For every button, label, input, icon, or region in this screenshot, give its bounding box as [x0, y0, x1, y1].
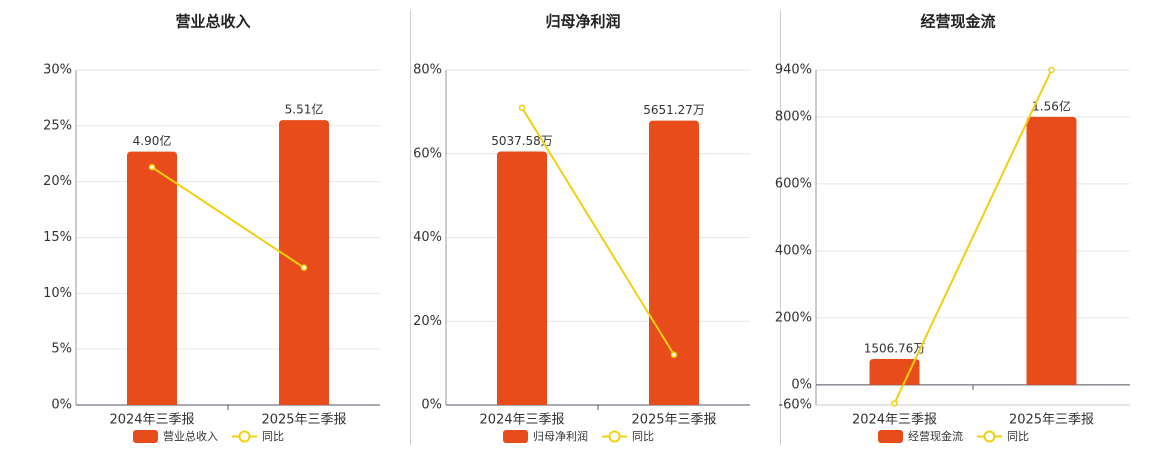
value-label: 4.90亿: [133, 133, 172, 148]
line-point: [1048, 66, 1055, 74]
legend-label: 营业总收入: [163, 429, 218, 443]
y-tick-label: 20%: [413, 314, 442, 329]
bar: [497, 151, 547, 405]
bar: [869, 359, 920, 385]
y-tick-label: 80%: [413, 63, 442, 78]
chart-title: 营业总收入: [175, 13, 250, 31]
y-tick-label: 30%: [43, 63, 72, 78]
legend-swatch: [238, 430, 251, 443]
x-tick-label: 2024年三季报: [852, 413, 937, 428]
y-tick-label: 0%: [421, 398, 442, 413]
y-tick-label: 800%: [775, 109, 812, 124]
line: [151, 166, 305, 269]
y-tick-label: 20%: [43, 174, 72, 189]
y-tick-label: 0%: [791, 377, 812, 392]
legend-label: 同比: [262, 430, 284, 443]
legend-swatch: [983, 430, 996, 443]
legend-swatch: [503, 430, 528, 443]
legend-swatch: [878, 430, 903, 443]
legend-swatch: [608, 430, 621, 443]
line: [521, 107, 675, 356]
bar: [279, 120, 329, 405]
line: [893, 69, 1053, 404]
y-tick-label: 60%: [413, 146, 442, 161]
x-tick-label: 2025年三季报: [261, 413, 346, 428]
value-label: 5037.58万: [491, 134, 553, 148]
value-label: 1.56亿: [1032, 98, 1071, 113]
x-tick-label: 2025年三季报: [631, 413, 716, 428]
line-point: [518, 104, 526, 111]
x-tick-label: 2024年三季报: [479, 413, 564, 428]
bar: [649, 120, 699, 405]
bar: [127, 151, 177, 405]
line-point: [891, 400, 898, 407]
legend-label: 经营现金流: [908, 429, 963, 443]
chart-title: 归母净利润: [545, 13, 620, 31]
legend-label: 归母净利润: [533, 429, 588, 443]
y-tick-label: 0%: [51, 398, 72, 413]
line-point: [148, 163, 156, 171]
y-tick-label: 5%: [51, 342, 72, 357]
bar: [1026, 116, 1077, 385]
value-label: 5.51亿: [285, 102, 324, 117]
y-tick-label: 200%: [775, 310, 812, 325]
y-tick-label: 400%: [775, 243, 812, 258]
y-tick-label: -60%: [778, 398, 812, 413]
x-tick-label: 2024年三季报: [109, 413, 194, 428]
line-point: [670, 351, 678, 358]
value-label: 5651.27万: [643, 103, 705, 117]
y-tick-label: 600%: [775, 176, 812, 191]
y-tick-label: 40%: [413, 230, 442, 245]
legend-swatch: [133, 430, 158, 443]
legend-label: 同比: [632, 430, 654, 443]
y-tick-label: 25%: [43, 118, 72, 133]
chart-title: 经营现金流: [920, 13, 995, 31]
legend-label: 同比: [1007, 430, 1029, 443]
y-tick-label: 15%: [43, 230, 72, 245]
line-point: [300, 264, 308, 271]
value-label: 1506.76万: [864, 342, 926, 356]
y-tick-label: 10%: [43, 286, 72, 301]
y-tick-label: 940%: [775, 63, 812, 78]
x-tick-label: 2025年三季报: [1009, 413, 1094, 428]
